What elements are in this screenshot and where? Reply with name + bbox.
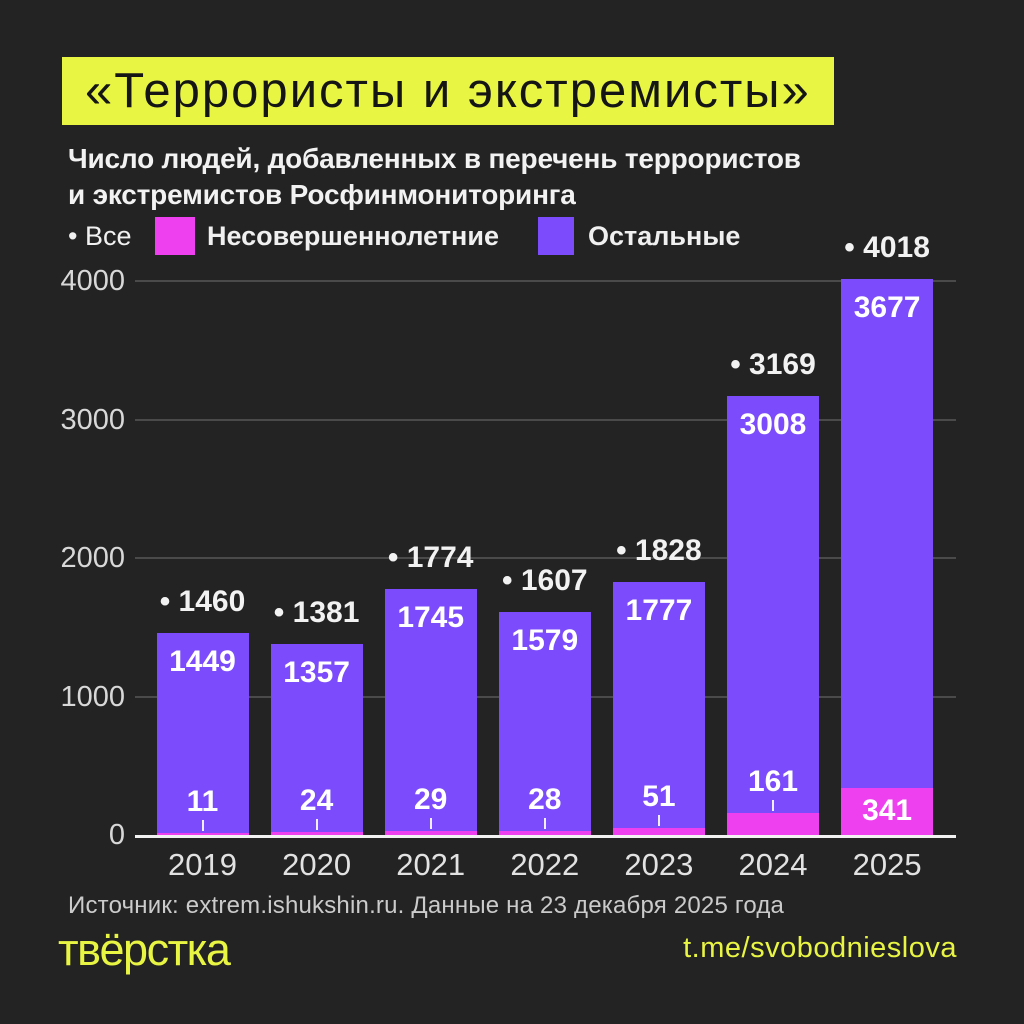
x-axis-label: 2023: [624, 847, 694, 882]
gridline: [135, 280, 956, 282]
minors-pointer-line: [429, 817, 432, 829]
bar-segment-minors: [270, 831, 363, 835]
others-value-label: 3677: [853, 290, 921, 324]
minors-pointer-line: [201, 820, 204, 831]
y-tick-label: 4000: [60, 265, 125, 297]
x-axis-label: 2019: [168, 847, 237, 882]
x-axis-label: 2024: [738, 847, 808, 882]
total-value-label: • 1460: [159, 584, 246, 618]
total-value-label: • 1607: [502, 564, 588, 598]
others-value-label: 1357: [283, 655, 350, 689]
y-tick-label: 3000: [60, 403, 125, 436]
others-value-label: 1777: [625, 593, 693, 627]
x-axis-label: 2020: [282, 847, 352, 882]
bar-segment-others: [612, 581, 705, 828]
telegram-link[interactable]: t.me/svobodnieslova: [683, 932, 957, 964]
y-tick-label: 0: [108, 819, 125, 851]
minors-pointer-line: [315, 818, 318, 830]
bar-segment-minors: [612, 827, 705, 835]
bar-segment-others: [841, 278, 934, 788]
minors-pointer-line: [657, 814, 660, 826]
subtitle-line-1: Число людей, добавленных в перечень терр…: [68, 143, 801, 174]
total-value-label: • 1774: [387, 541, 474, 575]
gridline: [135, 557, 956, 559]
minors-value-label: 161: [747, 764, 799, 798]
bar-segment-minors: [727, 812, 819, 835]
bar-segment-others: [498, 612, 591, 832]
verstka-logo: твёрстка: [58, 924, 231, 975]
x-axis-label: 2021: [396, 847, 466, 882]
source-note: Источник: extrem.ishukshin.ru. Данные на…: [68, 892, 785, 919]
bar-segment-minors: [384, 830, 477, 835]
others-value-label: 1449: [169, 644, 236, 678]
minors-pointer-line: [772, 799, 774, 811]
subtitle-line-2: и экстремистов Росфинмониторинга: [68, 179, 576, 210]
total-value-label: • 3169: [730, 348, 816, 382]
chart-subtitle: Число людей, добавленных в перечень терр…: [68, 141, 801, 213]
y-tick-label: 2000: [60, 542, 125, 574]
legend-swatch-others: [538, 217, 574, 255]
minors-pointer-line: [543, 818, 546, 830]
bar-segment-others: [156, 632, 249, 833]
bar-segment-minors: [841, 787, 934, 835]
legend-item-all: • Все: [68, 221, 132, 251]
bar-segment-minors: [498, 831, 591, 835]
x-axis-line: [135, 835, 956, 838]
page-title: «Террористы и экстремисты»: [85, 64, 811, 118]
minors-value-label: 24: [299, 783, 334, 817]
minors-value-label: 51: [642, 779, 676, 813]
total-value-label: • 4018: [844, 230, 930, 264]
bar-segment-others: [270, 643, 363, 832]
bar-segment-others: [727, 396, 819, 813]
minors-value-label: 28: [528, 783, 562, 817]
others-value-label: 3008: [739, 408, 807, 442]
legend-swatch-minors: [155, 217, 195, 255]
y-tick-label: 1000: [60, 680, 125, 713]
legend-label-minors: Несовершеннолетние: [207, 221, 499, 251]
title-banner: «Террористы и экстремисты»: [62, 57, 834, 125]
total-value-label: • 1381: [273, 595, 360, 629]
others-value-label: 1745: [397, 601, 465, 635]
bar-segment-minors: [156, 833, 249, 835]
bar-segment-others: [384, 589, 477, 831]
gridline: [135, 418, 956, 421]
minors-value-label: 11: [186, 785, 219, 818]
x-axis-label: 2025: [852, 847, 922, 882]
x-axis-label: 2022: [510, 847, 580, 882]
minors-value-label: 29: [414, 782, 448, 816]
minors-value-label: 341: [862, 794, 913, 828]
total-value-label: • 1828: [616, 533, 702, 567]
others-value-label: 1579: [511, 624, 579, 658]
legend-label-others: Остальные: [588, 221, 741, 251]
